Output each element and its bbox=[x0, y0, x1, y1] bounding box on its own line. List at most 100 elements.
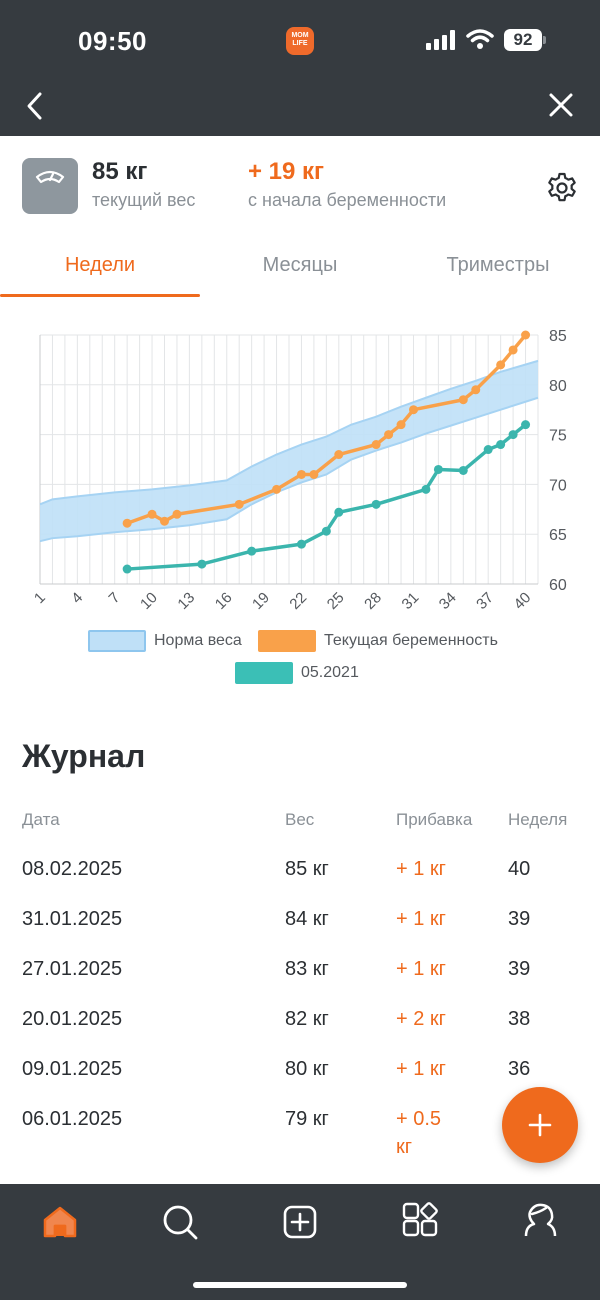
search-icon[interactable] bbox=[158, 1200, 202, 1244]
journal-header-gain: Прибавка bbox=[396, 810, 473, 829]
series-point-previous bbox=[496, 440, 506, 450]
profile-icon[interactable] bbox=[518, 1200, 562, 1244]
series-point-current bbox=[172, 509, 182, 519]
series-point-current bbox=[471, 385, 481, 395]
x-tick-label: 40 bbox=[511, 589, 535, 610]
series-point-current bbox=[272, 484, 282, 494]
wifi-icon bbox=[466, 29, 494, 49]
legend-item-current[interactable]: Текущая беременность bbox=[258, 630, 498, 652]
gear-icon[interactable] bbox=[544, 170, 580, 206]
row-weight: 84 кг bbox=[285, 908, 329, 930]
series-point-current bbox=[396, 420, 406, 430]
legend-swatch-current bbox=[258, 630, 316, 652]
tab-weeks[interactable]: Недели bbox=[64, 254, 136, 276]
row-gain: + 2 кг bbox=[396, 1008, 446, 1030]
add-square-icon[interactable] bbox=[278, 1200, 322, 1244]
row-week: 38 bbox=[508, 1008, 531, 1030]
series-point-current bbox=[160, 516, 169, 526]
series-point-previous bbox=[371, 499, 381, 509]
row-date: 31.01.2025 bbox=[22, 908, 123, 930]
series-point-current bbox=[384, 430, 394, 440]
row-weight: 79 кг bbox=[285, 1108, 329, 1130]
chevron-left-icon[interactable] bbox=[20, 90, 50, 122]
row-gain-line2: кг bbox=[396, 1136, 413, 1158]
series-point-current bbox=[496, 360, 506, 370]
norm-band-upper-line bbox=[39, 359, 539, 506]
x-tick-label: 22 bbox=[286, 589, 310, 610]
weight-chart: 60 65 70 75 80 85 1 4 7 10 13 16 19 22 25 28 31 34 37 40 bbox=[31, 328, 567, 610]
active-tab-underline bbox=[0, 294, 200, 297]
x-tick-label: 31 bbox=[399, 589, 423, 610]
x-tick-label: 10 bbox=[137, 589, 161, 610]
legend-item-norm[interactable]: Норма веса bbox=[88, 630, 242, 652]
tab-trimesters[interactable]: Триместры bbox=[446, 254, 550, 276]
battery-icon: 92 bbox=[504, 29, 542, 51]
x-tick-label: 28 bbox=[361, 589, 385, 610]
series-point-current bbox=[122, 518, 132, 528]
series-point-previous bbox=[247, 546, 257, 556]
legend-swatch-norm bbox=[88, 630, 146, 652]
legend-item-previous[interactable]: 05.2021 bbox=[235, 662, 359, 684]
x-tick-label: 1 bbox=[31, 589, 49, 607]
x-tick-label: 7 bbox=[106, 589, 124, 607]
row-weight: 83 кг bbox=[285, 958, 329, 980]
series-point-previous bbox=[321, 526, 331, 536]
app-badge-icon: MOM LIFE bbox=[286, 27, 314, 55]
series-point-current bbox=[309, 469, 319, 479]
series-point-previous bbox=[334, 507, 344, 517]
row-weight: 85 кг bbox=[285, 858, 329, 880]
row-week: 39 bbox=[508, 908, 531, 930]
row-date: 09.01.2025 bbox=[22, 1058, 123, 1080]
y-tick-label: 75 bbox=[549, 428, 567, 445]
y-tick-label: 85 bbox=[549, 328, 567, 345]
series-point-previous bbox=[458, 465, 468, 475]
series-point-current bbox=[147, 509, 157, 519]
series-point-current bbox=[409, 405, 418, 415]
x-tick-label: 4 bbox=[68, 589, 86, 607]
plus-icon bbox=[528, 1113, 552, 1137]
row-gain: + 1 кг bbox=[396, 1058, 446, 1080]
x-tick-label: 34 bbox=[436, 589, 460, 610]
status-time: 09:50 bbox=[78, 26, 147, 56]
row-weight: 80 кг bbox=[285, 1058, 329, 1080]
x-tick-label: 16 bbox=[212, 589, 236, 610]
series-point-previous bbox=[483, 445, 493, 455]
total-gain-value: + 19 кг bbox=[248, 158, 325, 185]
series-point-current bbox=[508, 345, 518, 355]
series-point-current bbox=[296, 469, 306, 479]
series-point-previous bbox=[521, 420, 531, 430]
row-week: 36 bbox=[508, 1058, 531, 1080]
y-tick-label: 60 bbox=[549, 577, 567, 594]
tab-months[interactable]: Месяцы bbox=[262, 254, 338, 276]
series-point-previous bbox=[197, 559, 207, 569]
battery-tip bbox=[543, 36, 546, 44]
current-weight-label: текущий вес bbox=[92, 190, 196, 210]
bottom-nav bbox=[0, 1184, 600, 1300]
row-date: 06.01.2025 bbox=[22, 1108, 123, 1130]
series-point-current bbox=[334, 450, 344, 460]
y-tick-label: 65 bbox=[549, 527, 567, 544]
apps-icon[interactable] bbox=[398, 1200, 442, 1244]
signal-icon bbox=[426, 30, 455, 50]
close-icon[interactable] bbox=[546, 90, 576, 120]
home-icon[interactable] bbox=[38, 1200, 82, 1244]
x-tick-label: 37 bbox=[473, 589, 497, 610]
series-point-previous bbox=[122, 564, 132, 574]
journal-header-date: Дата bbox=[22, 810, 60, 829]
top-bar: 09:50 MOM LIFE 92 bbox=[0, 0, 600, 136]
row-week: 39 bbox=[508, 958, 531, 980]
add-weight-button[interactable] bbox=[502, 1087, 578, 1163]
legend-label-current: Текущая беременность bbox=[324, 632, 498, 649]
y-tick-label: 80 bbox=[549, 378, 567, 395]
journal-title: Журнал bbox=[22, 738, 146, 774]
row-gain: + 1 кг bbox=[396, 858, 446, 880]
weight-summary: 85 кг текущий вес + 19 кг с начала берем… bbox=[0, 136, 600, 236]
series-point-previous bbox=[296, 539, 306, 549]
home-indicator bbox=[193, 1282, 407, 1288]
x-tick-label: 13 bbox=[174, 589, 198, 610]
period-tabs: Недели Месяцы Триместры bbox=[0, 240, 600, 298]
chart-legend: Норма веса Текущая беременность 05.2021 bbox=[0, 626, 600, 686]
row-gain: + 1 кг bbox=[396, 958, 446, 980]
row-weight: 82 кг bbox=[285, 1008, 329, 1030]
row-gain: + 1 кг bbox=[396, 908, 446, 930]
